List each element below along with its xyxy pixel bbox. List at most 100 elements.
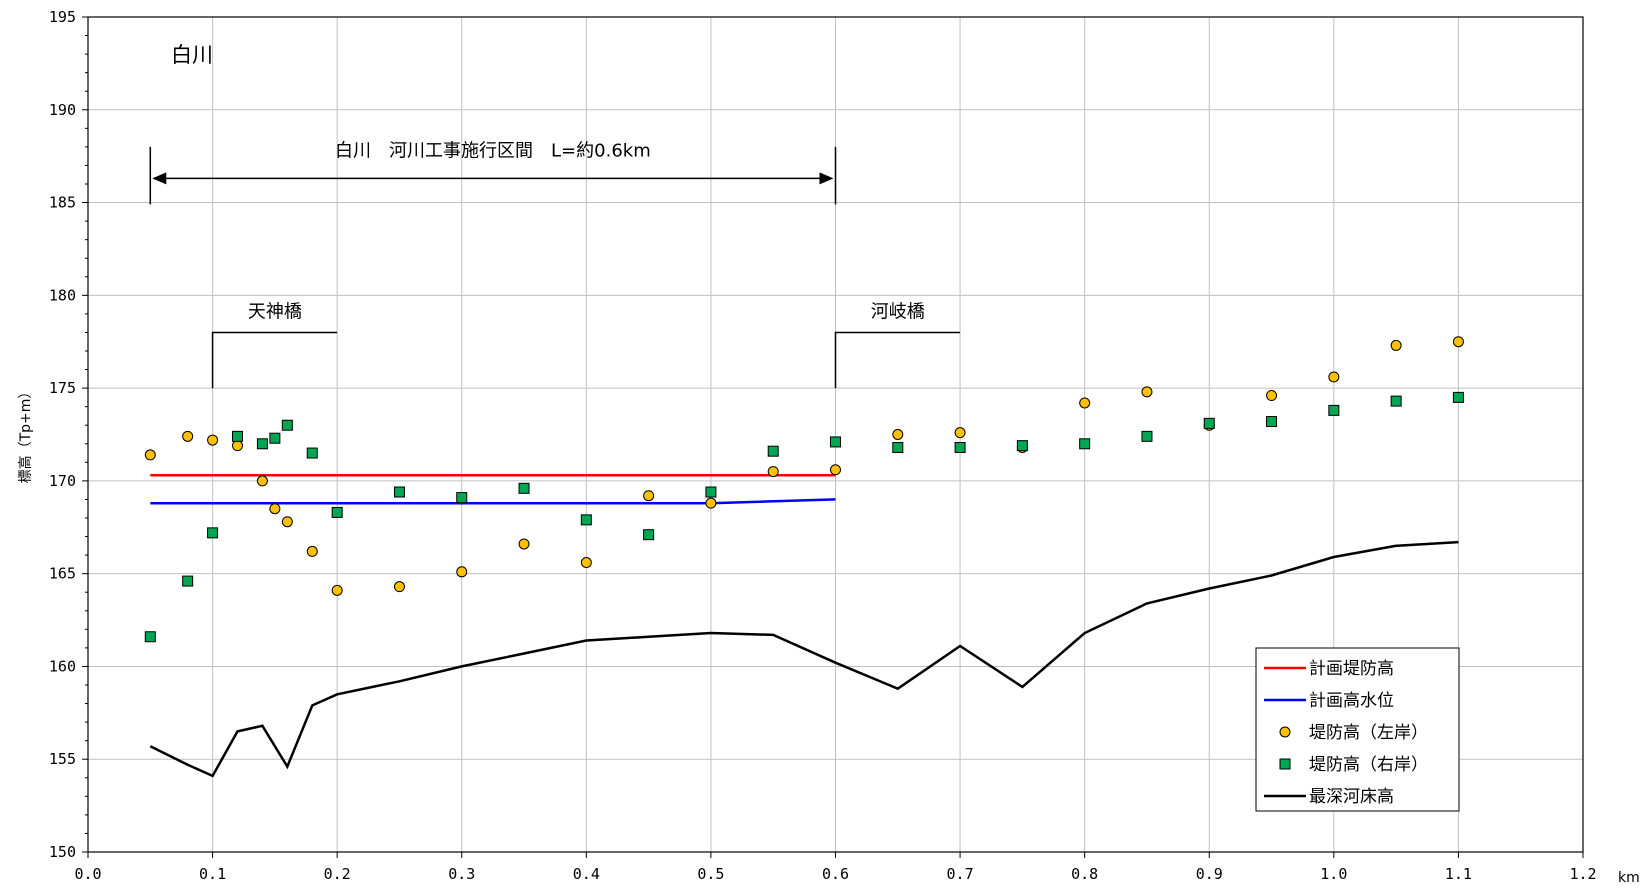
data-point-left-bank — [281, 516, 293, 528]
x-tick-label: 0.4 — [573, 865, 600, 883]
y-tick-label: 195 — [49, 8, 76, 26]
y-tick-label: 170 — [49, 472, 76, 490]
x-tick-label: 0.3 — [448, 865, 475, 883]
x-tick-label: 0.8 — [1071, 865, 1098, 883]
data-point-right-bank — [144, 631, 156, 643]
data-point-right-bank — [1203, 417, 1215, 429]
data-point-right-bank — [306, 447, 318, 459]
data-point-left-bank — [830, 464, 841, 476]
data-point-right-bank — [1452, 391, 1464, 403]
legend-item: 堤防高（右岸） — [1279, 755, 1428, 775]
legend-label: 計画堤防高 — [1309, 659, 1394, 679]
data-point-right-bank — [1141, 430, 1153, 442]
legend-label: 堤防高（右岸） — [1309, 755, 1428, 775]
bridge-marker — [834, 331, 961, 389]
x-tick-label: 0.2 — [324, 865, 351, 883]
section-arrow-head-right — [819, 172, 834, 185]
legend-label: 堤防高（左岸） — [1309, 723, 1428, 743]
data-point-right-bank — [281, 419, 293, 431]
bridge-label: 天神橋 — [248, 301, 302, 322]
data-point-left-bank — [518, 538, 530, 550]
bridge-label: 河岐橋 — [871, 301, 925, 322]
data-point-right-bank — [892, 441, 904, 453]
legend-item: 計画堤防高 — [1264, 659, 1394, 679]
x-tick-label: 0.5 — [697, 865, 724, 883]
data-point-left-bank — [232, 440, 243, 452]
data-point-right-bank — [331, 506, 343, 518]
series-points — [144, 391, 1464, 643]
y-tick-label: 155 — [49, 750, 76, 768]
y-tick-label: 165 — [49, 565, 76, 583]
x-tick-label: 1.0 — [1320, 865, 1347, 883]
data-point-left-bank — [269, 503, 281, 515]
data-point-left-bank — [256, 475, 268, 487]
legend-circle-swatch — [1279, 726, 1291, 738]
data-point-left-bank — [1266, 390, 1278, 402]
data-point-left-bank — [182, 430, 194, 442]
data-point-right-bank — [1079, 438, 1091, 450]
y-tick-labels: 150 155 160 165 170 175 180 185 190 195 — [49, 8, 76, 861]
y-tick-label: 160 — [49, 657, 76, 675]
data-point-left-bank — [705, 497, 717, 509]
data-point-left-bank — [331, 584, 343, 596]
legend-item: 計画高水位 — [1264, 691, 1394, 711]
x-axis-title: km — [1618, 870, 1640, 886]
data-point-left-bank — [456, 566, 468, 578]
data-point-left-bank — [1079, 397, 1091, 409]
data-point-left-bank — [144, 449, 156, 461]
data-point-left-bank — [767, 466, 779, 478]
data-point-right-bank — [643, 529, 655, 541]
data-point-left-bank — [393, 581, 405, 593]
data-point-left-bank — [207, 434, 219, 446]
chart-title: 白川 — [171, 43, 213, 67]
x-tick-label: 1.1 — [1445, 865, 1472, 883]
y-tick-label: 190 — [49, 101, 76, 119]
data-point-left-bank — [306, 545, 318, 557]
data-point-right-bank — [580, 514, 592, 526]
data-point-right-bank — [705, 486, 717, 498]
data-point-left-bank — [643, 490, 655, 502]
data-point-right-bank — [182, 575, 194, 587]
legend-square-swatch — [1279, 758, 1291, 770]
legend-label: 計画高水位 — [1309, 691, 1394, 711]
bridge-marker — [211, 331, 338, 389]
data-point-right-bank — [767, 445, 779, 457]
data-point-right-bank — [954, 441, 966, 453]
data-point-right-bank — [1266, 416, 1278, 428]
data-point-right-bank — [393, 486, 405, 498]
data-point-right-bank — [1016, 440, 1028, 452]
data-point-left-bank — [1452, 336, 1464, 348]
data-point-left-bank — [580, 557, 592, 569]
y-tick-label: 175 — [49, 379, 76, 397]
data-point-right-bank — [256, 438, 268, 450]
x-tick-label: 0.1 — [199, 865, 226, 883]
x-tick-label: 0.6 — [822, 865, 849, 883]
data-point-left-bank — [1390, 339, 1402, 351]
data-point-right-bank — [518, 482, 530, 494]
x-tick-labels: 0.0 0.1 0.2 0.3 0.4 0.5 0.6 0.7 0.8 0.9 1.0 1.1 1.2 — [74, 865, 1596, 883]
section-arrow-head-left — [152, 172, 167, 185]
minor-ticks — [82, 16, 1584, 858]
annotations: 白川 河川工事施行区間 L=約0.6km 天神橋 河岐橋 — [149, 140, 961, 389]
series-line-path — [149, 540, 1459, 778]
data-point-right-bank — [207, 527, 219, 539]
data-point-right-bank — [456, 492, 468, 504]
data-point-right-bank — [232, 430, 243, 442]
legend-label: 最深河床高 — [1309, 787, 1394, 807]
series-layer — [144, 336, 1464, 778]
data-point-right-bank — [1328, 404, 1340, 416]
legend-item: 堤防高（左岸） — [1279, 723, 1428, 743]
series-line — [149, 540, 1459, 778]
x-tick-label: 0.0 — [74, 865, 101, 883]
data-point-left-bank — [954, 427, 966, 439]
data-point-left-bank — [892, 429, 904, 440]
x-tick-label: 1.2 — [1569, 865, 1596, 883]
series-points — [144, 336, 1464, 596]
y-tick-label: 150 — [49, 843, 76, 861]
data-point-left-bank — [1328, 371, 1340, 383]
data-point-right-bank — [830, 436, 841, 448]
data-point-right-bank — [1390, 395, 1402, 407]
y-tick-label: 180 — [49, 286, 76, 304]
